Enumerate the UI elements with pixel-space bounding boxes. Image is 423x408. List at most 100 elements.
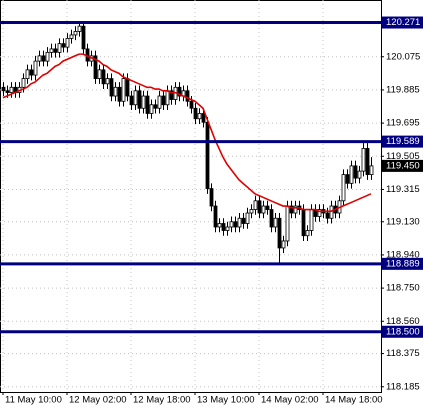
candle-body [97,69,102,79]
candle-body [169,90,174,100]
candle-body [45,51,50,62]
x-tick-label: 14 May 02:00 [261,395,319,406]
candle-body [153,104,158,109]
candle-body [73,31,78,36]
candle-body [129,95,134,106]
candle-body [93,55,98,79]
candle-body [145,95,150,114]
level-label: 118.500 [386,326,420,337]
level-label-box [382,16,423,29]
x-tick-label: 12 May 02:00 [69,395,127,406]
candle-body [157,95,162,109]
candle-body [37,55,42,62]
level-label: 120.271 [386,17,420,28]
candle-body [309,209,314,231]
candle-body [225,226,230,231]
candle-body [357,170,362,179]
candle-body [133,90,138,106]
y-tick-label: 119.505 [386,151,420,162]
candle-body [141,95,146,109]
candle-body [229,221,234,228]
candle-body [213,205,218,228]
candle-body [345,174,350,184]
candle-body [205,121,210,189]
candle-body [301,209,306,237]
candle-body [257,200,262,214]
current-price-box [382,159,423,172]
candle-body [273,217,278,228]
x-tick-label: 11 May 10:00 [5,395,62,406]
candle-body [285,205,290,242]
candle-body [33,60,38,76]
x-tick-label: 13 May 10:00 [197,395,255,406]
x-tick-label: 12 May 18:00 [133,395,191,406]
candle-body [261,205,266,214]
candle-body [185,90,190,102]
candle-body [49,48,54,53]
y-tick-label: 118.750 [386,283,420,294]
x-tick-label: 14 May 18:00 [325,395,383,406]
candle-body [361,148,366,172]
level-label: 118.889 [386,258,420,269]
candle-body [265,205,270,210]
y-tick-label: 120.075 [386,51,420,62]
candle-body [289,205,294,214]
candle-body [25,69,30,79]
candle-body [109,78,114,97]
candle-body [69,34,74,39]
candle-body [209,188,214,207]
y-tick-label: 119.695 [386,118,420,129]
y-tick-label: 118.560 [386,316,420,327]
candle-body [341,174,346,202]
level-label-box [382,257,423,270]
candle-body [293,205,298,214]
candle-body [281,240,286,249]
candle-body [237,217,242,228]
level-label: 119.589 [386,136,420,147]
candle-body [221,223,226,231]
candle-body [349,165,354,184]
candle-body [189,100,194,109]
y-tick-label: 119.885 [386,84,420,95]
candle-body [329,205,334,219]
candle-body [53,48,58,53]
level-label-box [382,325,423,338]
candle-body [233,221,238,228]
candle-body [125,78,130,97]
candle-body [241,217,246,224]
plot-frame [0,0,382,393]
candle-body [113,86,118,97]
candle-body [245,212,250,224]
candle-body [65,38,70,48]
candle-body [201,113,206,123]
candle-body [161,95,166,106]
y-tick-label: 119.130 [386,216,420,227]
candle-body [41,55,46,62]
candle-body [269,209,274,228]
candle-body [149,104,154,114]
candle-body [101,69,106,85]
candle-body [5,90,10,93]
candle-body [193,107,198,120]
level-label-box [382,135,423,148]
current-price-label: 119.450 [386,160,420,171]
candle-body [177,86,182,97]
candle-body [305,230,310,237]
candle-body [165,90,170,106]
candle-body [9,86,14,93]
candle-body [353,165,358,179]
candle-body [81,25,86,50]
y-tick-label: 118.185 [386,381,420,392]
candle-body [253,200,258,210]
candle-body [77,25,82,32]
candle-body [1,86,6,92]
candle-body [197,113,202,120]
candle-body [121,78,126,102]
candle-body [137,90,142,109]
y-tick-label: 118.375 [386,348,420,359]
candle-body [29,69,34,76]
candle-body [369,165,374,176]
candle-body [21,78,26,88]
candle-body [325,212,330,219]
